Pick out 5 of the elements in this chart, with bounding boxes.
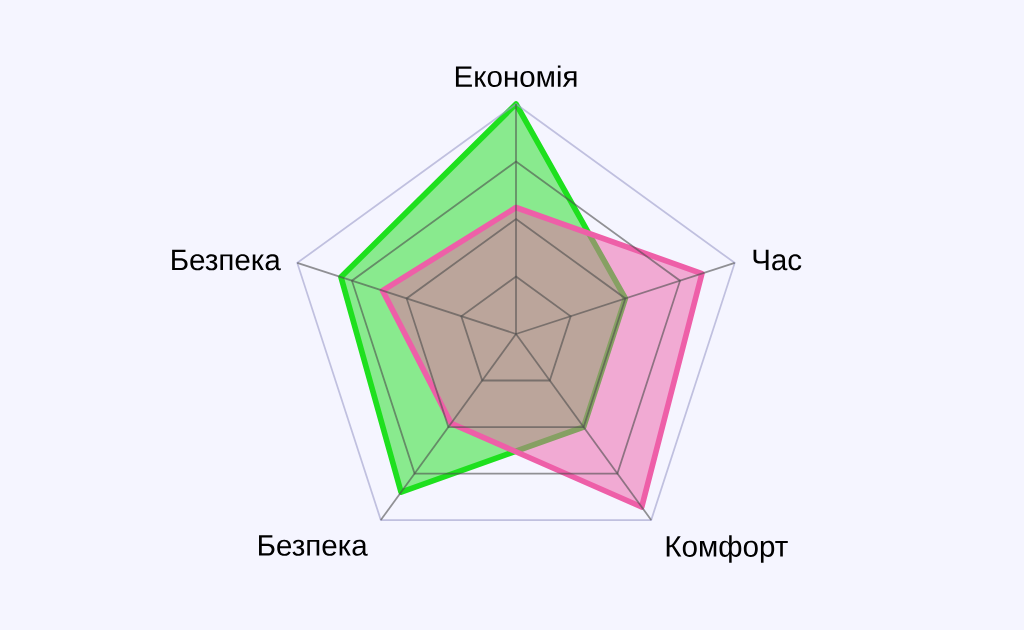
spoke-label: Час	[753, 249, 802, 271]
spoke-label: Безпека	[259, 535, 368, 556]
spoke-label: Економія	[455, 65, 577, 88]
spoke-label: Безпека	[172, 249, 281, 271]
spoke-label: Комфорт	[666, 535, 788, 563]
